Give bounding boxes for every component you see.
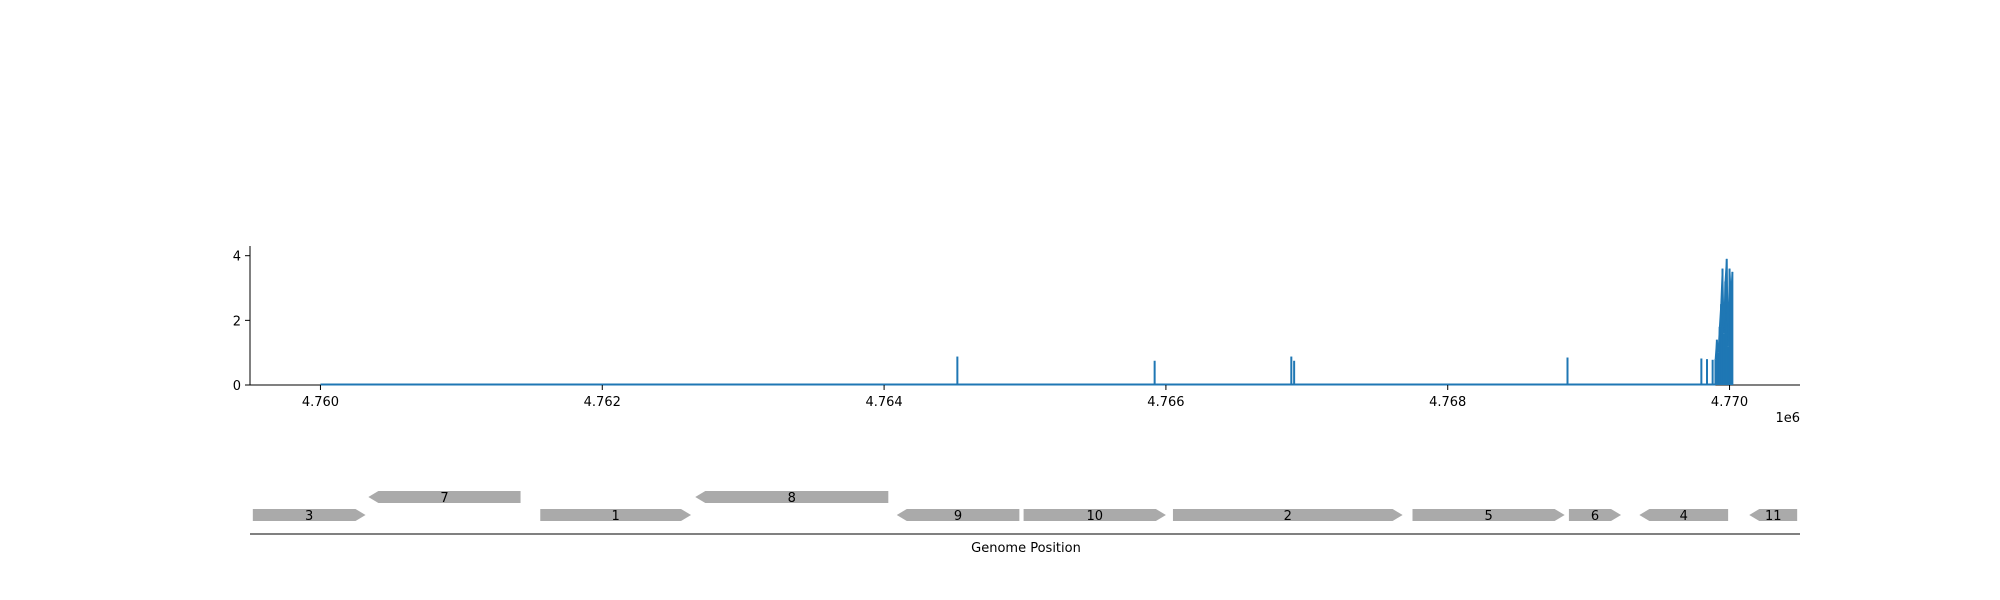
gene-arrow [1172, 509, 1403, 521]
gene-label: 3 [305, 509, 313, 524]
coverage-marks [320, 258, 1734, 386]
x-tick-label: 4.764 [865, 395, 902, 410]
gene-label: 8 [788, 491, 796, 506]
coverage-plot: 4.760 4.762 4.764 4.766 4.768 4.770 0 2 4 1e6 [233, 246, 1800, 426]
y-tick-label: 4 [233, 250, 241, 265]
gene-arrow [252, 509, 366, 521]
gene-label: 5 [1484, 509, 1492, 524]
x-tick-label: 4.770 [1711, 395, 1748, 410]
gene-label: 2 [1284, 509, 1292, 524]
gene-label: 11 [1765, 509, 1782, 524]
gene-arrow [1749, 509, 1798, 521]
x-axis-label: Genome Position [971, 541, 1081, 556]
coverage-dense-line [1714, 258, 1734, 360]
x-tick-label: 4.766 [1147, 395, 1184, 410]
gene-track: 3 7 1 8 9 10 2 5 6 4 11 Genome Position [250, 491, 1800, 556]
gene-arrow [695, 491, 889, 503]
gene-arrow [1639, 509, 1729, 521]
gene-arrow [368, 491, 521, 503]
x-tick-label: 4.760 [302, 395, 339, 410]
gene-arrow [1412, 509, 1565, 521]
gene-label: 4 [1680, 509, 1688, 524]
x-tick-label: 4.768 [1429, 395, 1466, 410]
gene-label: 9 [954, 509, 962, 524]
gene-label: 6 [1591, 509, 1599, 524]
x-offset-label: 1e6 [1775, 411, 1800, 426]
gene-arrow [1568, 509, 1622, 521]
y-tick-label: 0 [233, 379, 241, 394]
gene-label: 7 [440, 491, 448, 506]
x-tick-label: 4.762 [584, 395, 621, 410]
gene-label: 1 [612, 509, 620, 524]
gene-arrow [540, 509, 692, 521]
coverage-ticks: 4.760 4.762 4.764 4.766 4.768 4.770 0 2 4 [233, 250, 1748, 410]
gene-arrow [896, 509, 1020, 521]
y-tick-label: 2 [233, 314, 241, 329]
gene-arrow [1023, 509, 1166, 521]
gene-arrows: 3 7 1 8 9 10 2 5 6 4 11 [252, 491, 1798, 524]
gene-label: 10 [1086, 509, 1103, 524]
